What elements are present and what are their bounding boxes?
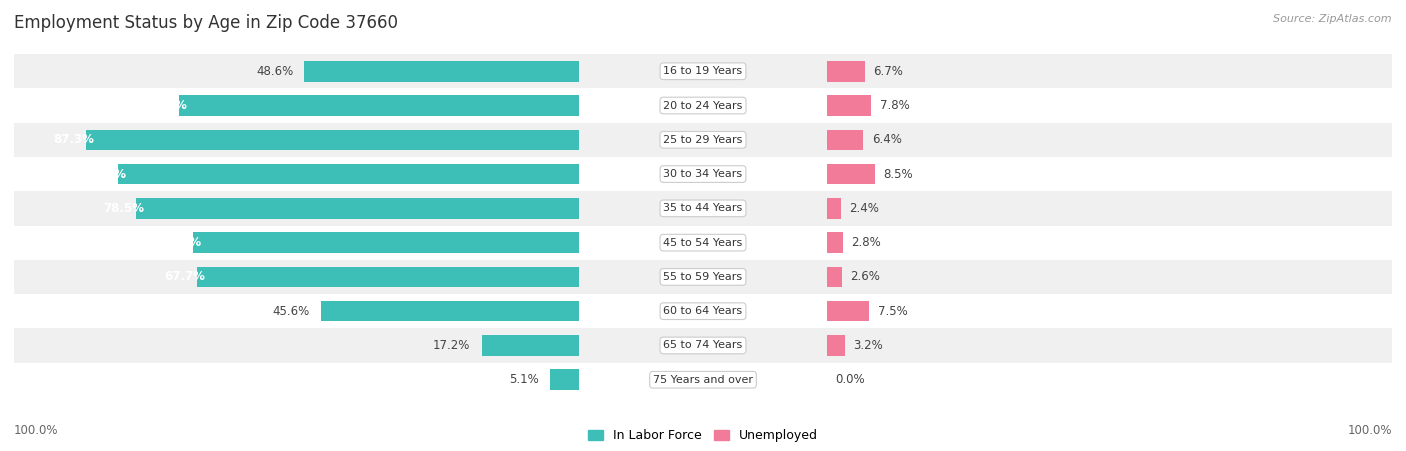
Text: 70.8%: 70.8% [146,99,187,112]
Bar [322,301,579,322]
Text: 2.4%: 2.4% [849,202,879,215]
Bar [827,54,1392,88]
Bar [827,95,872,116]
Text: 87.3%: 87.3% [53,133,94,146]
Bar [118,164,579,184]
Text: 45 to 54 Years: 45 to 54 Years [664,238,742,248]
Text: Source: ZipAtlas.com: Source: ZipAtlas.com [1274,14,1392,23]
Bar [827,267,842,287]
Bar [14,123,579,157]
Bar [550,369,579,390]
Bar [827,294,1392,328]
Text: 100.0%: 100.0% [1347,424,1392,437]
Bar [135,198,579,219]
Bar [193,232,579,253]
Bar [827,363,1392,397]
Text: 100.0%: 100.0% [14,424,59,437]
Legend: In Labor Force, Unemployed: In Labor Force, Unemployed [585,427,821,445]
Text: 16 to 19 Years: 16 to 19 Years [664,66,742,76]
Text: 17.2%: 17.2% [433,339,471,352]
Bar [827,335,845,356]
Bar [14,328,579,363]
Text: 65 to 74 Years: 65 to 74 Years [664,341,742,350]
Bar [14,260,579,294]
Bar [827,328,1392,363]
Text: 67.7%: 67.7% [165,271,205,283]
Text: 78.5%: 78.5% [103,202,143,215]
Bar [14,191,579,226]
Bar [579,54,827,88]
Text: Employment Status by Age in Zip Code 37660: Employment Status by Age in Zip Code 376… [14,14,398,32]
Bar [827,260,1392,294]
Text: 35 to 44 Years: 35 to 44 Years [664,203,742,213]
Text: 5.1%: 5.1% [509,373,538,386]
Bar [579,363,827,397]
Text: 20 to 24 Years: 20 to 24 Years [664,101,742,110]
Bar [14,88,579,123]
Bar [579,294,827,328]
Bar [197,267,579,287]
Bar [827,164,875,184]
Text: 25 to 29 Years: 25 to 29 Years [664,135,742,145]
Text: 45.6%: 45.6% [273,305,311,318]
Bar [86,129,579,150]
Text: 2.8%: 2.8% [851,236,882,249]
Bar [305,61,579,82]
Text: 55 to 59 Years: 55 to 59 Years [664,272,742,282]
Bar [179,95,579,116]
Bar [579,88,827,123]
Bar [579,157,827,191]
Bar [827,191,1392,226]
Bar [827,129,863,150]
Bar [827,123,1392,157]
Text: 3.2%: 3.2% [853,339,883,352]
Text: 7.5%: 7.5% [877,305,908,318]
Text: 60 to 64 Years: 60 to 64 Years [664,306,742,316]
Bar [827,232,842,253]
Text: 2.6%: 2.6% [851,271,880,283]
Bar [579,260,827,294]
Bar [827,226,1392,260]
Text: 75 Years and over: 75 Years and over [652,375,754,385]
Bar [827,61,865,82]
Bar [14,294,579,328]
Bar [827,198,841,219]
Bar [14,157,579,191]
Text: 7.8%: 7.8% [880,99,910,112]
Bar [827,88,1392,123]
Text: 30 to 34 Years: 30 to 34 Years [664,169,742,179]
Bar [14,226,579,260]
Bar [482,335,579,356]
Bar [827,157,1392,191]
Bar [579,123,827,157]
Bar [14,54,579,88]
Bar [827,301,869,322]
Bar [579,328,827,363]
Text: 0.0%: 0.0% [835,373,865,386]
Bar [579,226,827,260]
Text: 6.4%: 6.4% [872,133,901,146]
Text: 81.6%: 81.6% [86,168,127,180]
Bar [14,363,579,397]
Text: 8.5%: 8.5% [883,168,912,180]
Text: 6.7%: 6.7% [873,65,903,78]
Text: 68.4%: 68.4% [160,236,201,249]
Bar [579,191,827,226]
Text: 48.6%: 48.6% [256,65,292,78]
